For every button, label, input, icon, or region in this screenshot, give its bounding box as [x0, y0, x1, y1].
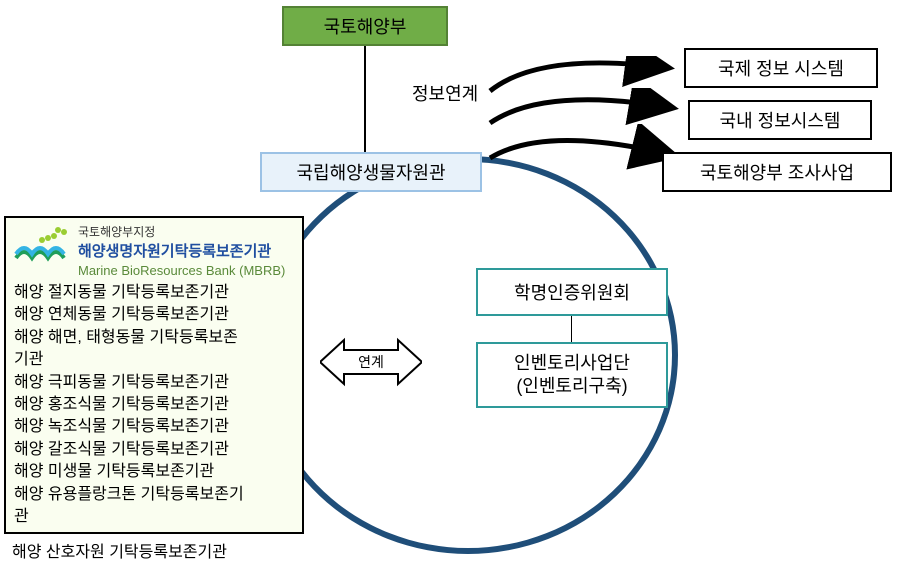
mbrb-logo-icon — [14, 224, 72, 264]
mbrb-item: 해양 연체동물 기탁등록보존기관 — [14, 304, 294, 326]
mbrb-item: 해양 미생물 기탁등록보존기관 — [14, 461, 294, 483]
committee-label: 학명인증위원회 — [514, 279, 630, 305]
mbrb-item: 관 — [14, 506, 294, 528]
mbrb-logo-kor: 해양생명자원기탁등록보존기관 — [78, 241, 285, 262]
bidir-arrow: 연계 — [320, 334, 422, 390]
link-label: 정보연계 — [412, 80, 478, 106]
mbrb-item: 해양 홍조식물 기탁등록보존기관 — [14, 394, 294, 416]
inventory-box: 인벤토리사업단 (인벤토리구축) — [476, 342, 668, 408]
mbrb-item: 해양 녹조식물 기탁등록보존기관 — [14, 416, 294, 438]
center-institute-box: 국립해양생물자원관 — [260, 152, 482, 192]
mbrb-panel: 국토해양부지정 해양생명자원기탁등록보존기관 Marine BioResourc… — [4, 216, 304, 534]
right-box-3: 국토해양부 조사사업 — [662, 152, 892, 192]
ministry-label: 국토해양부 — [324, 13, 407, 39]
center-institute-label: 국립해양생물자원관 — [296, 159, 445, 185]
mbrb-item: 기관 — [14, 349, 294, 371]
mbrb-item: 해양 극피동물 기탁등록보존기관 — [14, 372, 294, 394]
right-box-2-label: 국내 정보시스템 — [720, 107, 841, 133]
bidir-label: 연계 — [358, 352, 384, 372]
mbrb-item: 해양 절지동물 기탁등록보존기관 — [14, 282, 294, 304]
right-box-3-label: 국토해양부 조사사업 — [700, 159, 854, 185]
right-box-1-label: 국제 정보 시스템 — [718, 55, 844, 81]
mbrb-logo-text: 국토해양부지정 해양생명자원기탁등록보존기관 Marine BioResourc… — [78, 224, 285, 280]
mbrb-logo-row: 국토해양부지정 해양생명자원기탁등록보존기관 Marine BioResourc… — [14, 224, 294, 280]
line-top-to-center — [364, 46, 366, 156]
ministry-box: 국토해양부 — [282, 6, 448, 46]
curved-arrow-2 — [484, 88, 684, 128]
mbrb-item: 해양 갈조식물 기탁등록보존기관 — [14, 439, 294, 461]
mbrb-logo-top: 국토해양부지정 — [78, 224, 285, 241]
mbrb-logo-eng: Marine BioResources Bank (MBRB) — [78, 262, 285, 280]
right-box-2: 국내 정보시스템 — [688, 100, 872, 140]
inventory-label-2: (인벤토리구축) — [516, 375, 627, 398]
inventory-label-1: 인벤토리사업단 — [514, 352, 630, 375]
right-box-1: 국제 정보 시스템 — [684, 48, 878, 88]
line-committee-to-inventory — [571, 316, 572, 342]
curved-arrow-3 — [486, 124, 686, 170]
mbrb-item: 해양 해면, 태형동물 기탁등록보존 — [14, 327, 294, 349]
mbrb-item: 해양 유용플랑크톤 기탁등록보존기 — [14, 484, 294, 506]
committee-box: 학명인증위원회 — [476, 268, 668, 316]
mbrb-outside-item: 해양 산호자원 기탁등록보존기관 — [12, 538, 227, 562]
